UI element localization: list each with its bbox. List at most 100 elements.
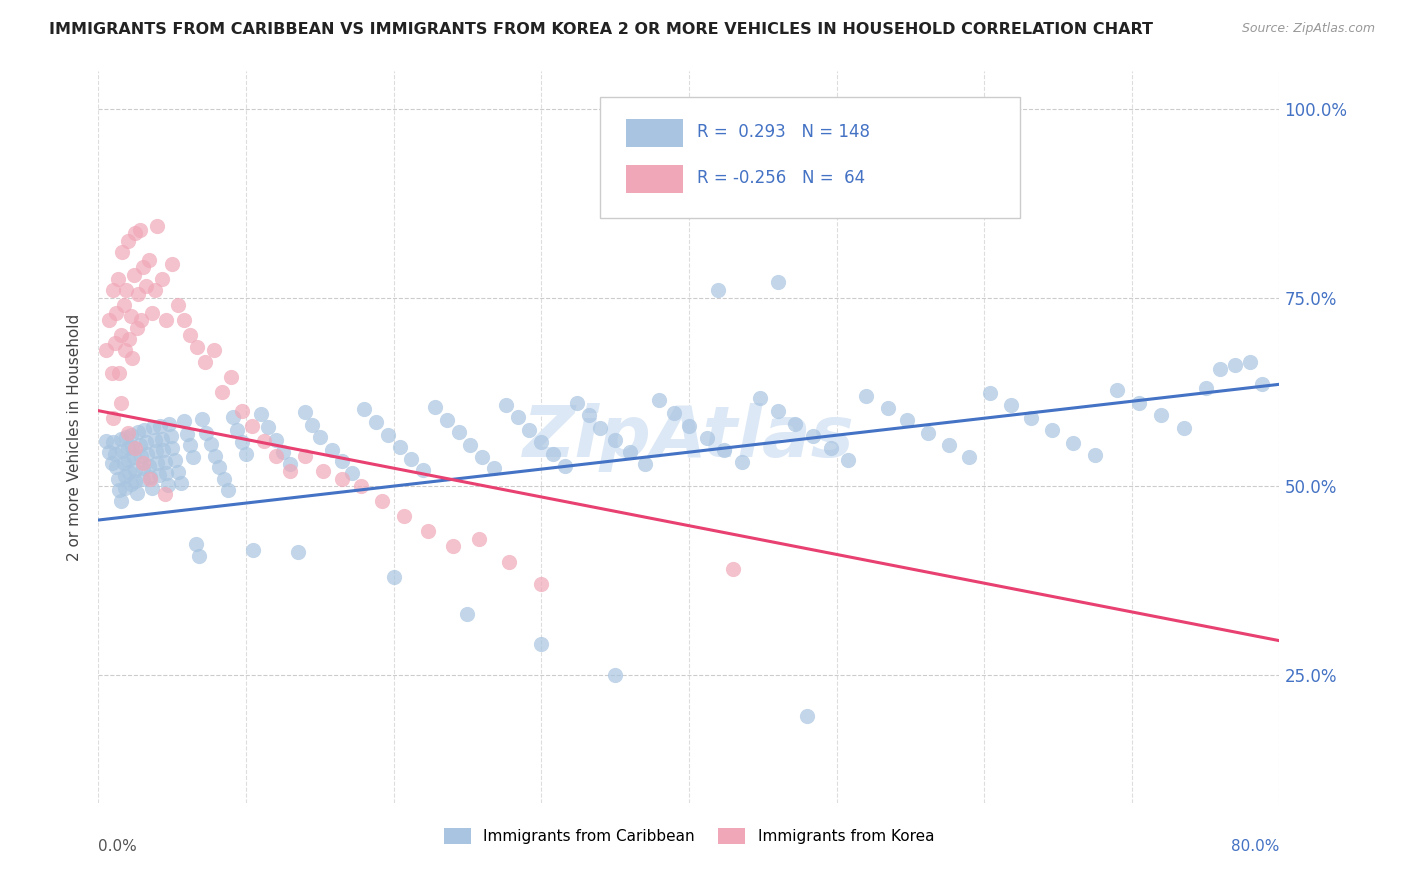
Point (495, 398, 517, 412)
Point (412, 463, 434, 477)
Point (167, 465, 190, 479)
Point (766, 276, 789, 290)
Point (118, 465, 141, 479)
Point (423, 400, 446, 414)
Point (132, 461, 155, 475)
Point (148, 467, 170, 482)
Point (125, 486, 148, 500)
Point (264, 433, 287, 447)
Point (447, 425, 470, 439)
Point (713, 442, 735, 457)
Point (111, 245, 134, 260)
Point (441, 540, 464, 554)
Point (312, 464, 335, 478)
Point (231, 435, 253, 450)
Point (143, 283, 166, 297)
Text: 80.0%: 80.0% (1232, 839, 1279, 855)
Text: Source: ZipAtlas.com: Source: ZipAtlas.com (1241, 22, 1375, 36)
Point (103, 435, 125, 450)
Point (436, 413, 458, 427)
Point (330, 454, 353, 468)
Point (855, 389, 877, 403)
Point (1107, 384, 1129, 398)
Point (1021, 411, 1043, 425)
Point (117, 452, 139, 467)
Point (785, 417, 807, 431)
Point (156, 477, 179, 491)
Point (194, 354, 217, 368)
Text: R =  0.293   N = 148: R = 0.293 N = 148 (697, 123, 870, 141)
Point (242, 543, 264, 558)
Point (184, 537, 207, 551)
Point (457, 607, 479, 622)
Point (97, 445, 120, 459)
Point (153, 486, 176, 500)
Point (173, 313, 195, 327)
Point (748, 391, 770, 405)
Point (112, 298, 135, 312)
Point (127, 286, 149, 301)
Point (619, 445, 641, 459)
Point (530, 577, 553, 591)
Point (253, 434, 276, 448)
Point (1040, 423, 1063, 437)
Point (766, 403, 789, 417)
Point (149, 418, 172, 433)
Point (186, 340, 208, 354)
Point (696, 431, 718, 445)
Point (115, 430, 138, 444)
Point (350, 479, 373, 493)
Point (150, 271, 173, 285)
Point (120, 427, 142, 442)
Point (121, 351, 143, 365)
Point (648, 393, 671, 408)
Point (1250, 377, 1272, 392)
Point (801, 428, 824, 442)
Legend: Immigrants from Caribbean, Immigrants from Korea: Immigrants from Caribbean, Immigrants fr… (437, 822, 941, 850)
Point (115, 283, 138, 297)
Point (605, 667, 627, 681)
Point (117, 234, 139, 248)
Point (377, 427, 399, 442)
Point (138, 458, 160, 473)
Point (153, 455, 176, 469)
Point (114, 343, 136, 358)
Point (104, 447, 127, 461)
Point (979, 385, 1001, 400)
Point (371, 494, 394, 508)
FancyBboxPatch shape (600, 97, 1019, 218)
Point (105, 306, 128, 320)
Point (731, 455, 754, 469)
Point (122, 268, 145, 282)
Point (117, 426, 139, 441)
Point (110, 328, 132, 343)
Point (392, 509, 415, 524)
Point (155, 313, 177, 327)
Point (103, 411, 125, 425)
Point (707, 283, 730, 297)
Point (176, 427, 198, 442)
Point (132, 260, 155, 275)
Point (173, 414, 195, 428)
Point (165, 453, 187, 467)
Point (1062, 436, 1084, 450)
Point (200, 437, 222, 451)
Point (917, 426, 939, 441)
Point (143, 433, 166, 447)
Point (1225, 359, 1247, 373)
Point (202, 343, 225, 358)
Point (287, 544, 309, 558)
Point (179, 328, 201, 343)
Point (482, 461, 505, 475)
Point (212, 471, 235, 485)
Point (114, 481, 136, 495)
Point (128, 223, 150, 237)
Point (139, 471, 162, 485)
Point (664, 406, 686, 420)
Text: IMMIGRANTS FROM CARIBBEAN VS IMMIGRANTS FROM KOREA 2 OR MORE VEHICLES IN HOUSEHO: IMMIGRANTS FROM CARIBBEAN VS IMMIGRANTS … (49, 22, 1153, 37)
Point (388, 440, 411, 454)
Point (179, 438, 201, 452)
Point (100, 457, 122, 471)
Point (231, 403, 253, 417)
Point (97, 313, 120, 327)
